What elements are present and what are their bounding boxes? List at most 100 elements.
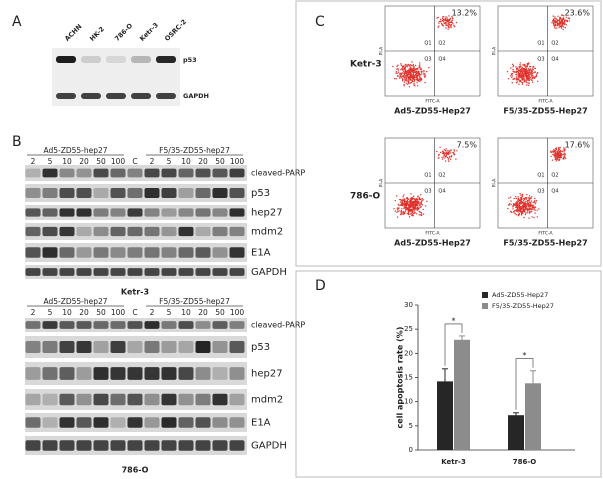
band <box>144 340 160 354</box>
event-dot <box>448 160 450 163</box>
event-dot <box>403 78 405 80</box>
band <box>127 188 143 198</box>
event-dot <box>526 79 528 81</box>
event-dot <box>533 77 536 80</box>
band <box>229 440 245 451</box>
lane-label: 5 <box>167 308 172 317</box>
event-dot <box>404 79 406 82</box>
band <box>212 393 228 406</box>
band <box>59 321 75 329</box>
event-dot <box>444 152 446 155</box>
event-dot <box>413 84 415 86</box>
event-dot <box>400 72 402 75</box>
column-label: Ad5-ZD55-Hep27 <box>394 107 471 116</box>
band <box>81 56 101 63</box>
event-dot <box>404 206 407 209</box>
event-dot <box>515 76 518 78</box>
event-dot <box>520 198 523 200</box>
band <box>127 247 143 258</box>
band <box>161 367 177 380</box>
event-dot <box>416 71 419 73</box>
event-dot <box>563 152 565 154</box>
event-dot <box>403 212 406 214</box>
event-dot <box>420 67 422 70</box>
event-dot <box>420 202 423 204</box>
panel-label: B <box>12 134 22 150</box>
band <box>106 56 126 63</box>
band <box>144 393 160 406</box>
event-dot <box>405 208 407 210</box>
event-dot <box>451 16 453 18</box>
event-dot <box>554 27 556 29</box>
event-dot <box>568 20 570 22</box>
band <box>110 188 126 198</box>
event-dot <box>559 158 561 160</box>
event-dot <box>411 209 414 211</box>
event-dot <box>448 150 450 152</box>
event-dot <box>519 209 521 211</box>
event-dot <box>531 196 533 198</box>
event-dot <box>521 202 524 204</box>
percentage: 13.2% <box>452 9 478 18</box>
event-dot <box>450 26 453 28</box>
protein-label: p53 <box>251 188 270 199</box>
event-dot <box>524 205 526 207</box>
event-dot <box>404 204 406 206</box>
event-dot <box>422 208 424 211</box>
event-dot <box>422 199 424 201</box>
event-dot <box>450 21 452 24</box>
event-dot <box>446 17 448 19</box>
event-dot <box>565 24 568 26</box>
event-dot <box>528 82 530 84</box>
event-dot <box>564 153 566 155</box>
event-dot <box>406 79 408 82</box>
event-dot <box>538 208 540 210</box>
event-dot <box>412 215 414 217</box>
event-dot <box>530 79 532 81</box>
event-dot <box>521 70 523 72</box>
lane-label: 2 <box>150 308 155 317</box>
event-dot <box>528 200 530 202</box>
event-dot <box>397 67 399 70</box>
band <box>25 440 41 451</box>
event-dot <box>407 198 410 200</box>
band <box>212 417 228 428</box>
band <box>42 208 58 217</box>
band <box>127 321 143 329</box>
band <box>110 393 126 406</box>
band <box>144 440 160 451</box>
event-dot <box>445 22 447 24</box>
band <box>229 321 245 329</box>
event-dot <box>533 204 535 206</box>
band <box>25 417 41 428</box>
event-dot <box>400 213 402 215</box>
event-dot <box>554 152 556 155</box>
event-dot <box>445 27 447 29</box>
lane-label: 10 <box>181 308 191 317</box>
band <box>56 56 76 63</box>
event-dot <box>436 150 438 153</box>
event-dot <box>424 81 426 84</box>
event-dot <box>528 217 530 219</box>
event-dot <box>526 84 528 86</box>
event-dot <box>414 85 416 87</box>
event-dot <box>526 212 528 214</box>
band <box>110 168 126 178</box>
event-dot <box>522 212 524 214</box>
event-dot <box>401 66 404 68</box>
event-dot <box>517 206 520 208</box>
event-dot <box>398 204 400 207</box>
event-dot <box>444 160 447 162</box>
band <box>25 168 41 178</box>
event-dot <box>531 69 533 71</box>
event-dot <box>521 75 523 77</box>
event-dot <box>408 209 410 211</box>
event-dot <box>414 74 416 77</box>
band <box>195 226 211 237</box>
band <box>195 367 211 380</box>
event-dot <box>551 150 554 152</box>
event-dot <box>408 201 410 204</box>
axis-label: PI-A <box>379 178 385 188</box>
event-dot <box>409 205 411 207</box>
band <box>76 188 92 198</box>
